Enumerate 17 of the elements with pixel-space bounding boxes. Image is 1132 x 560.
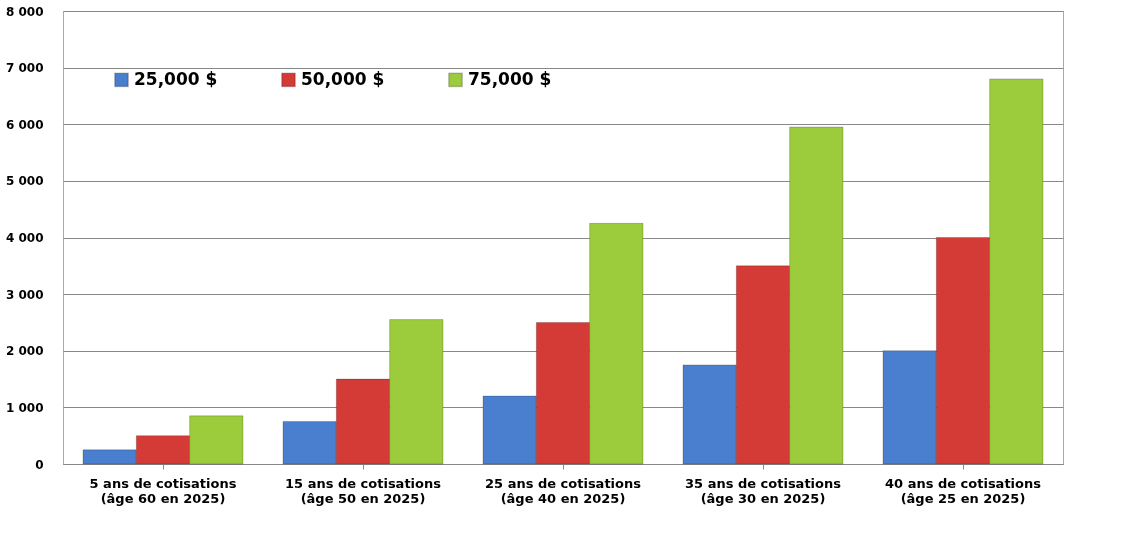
- x-tick-label: 40 ans de cotisations (âge 25 en 2025): [885, 475, 1042, 506]
- y-tick-label: 4 000: [5, 231, 44, 245]
- y-tick-label: 7 000: [5, 61, 44, 76]
- x-tick-label: 5 ans de cotisations (âge 60 en 2025): [89, 475, 237, 506]
- y-tick-label: 3 000: [5, 287, 44, 302]
- y-tick-label: 1 000: [5, 400, 44, 415]
- legend-label: 50,000 $: [301, 68, 385, 89]
- y-tick-label: 6 000: [5, 117, 44, 132]
- legend-label: 75,000 $: [468, 68, 552, 89]
- legend-label: 25,000 $: [134, 68, 218, 89]
- y-tick-label: 2 000: [5, 344, 44, 359]
- x-tick-label: 25 ans de cotisations (âge 40 en 2025): [485, 475, 642, 506]
- x-tick-label: 15 ans de cotisations (âge 50 en 2025): [285, 475, 442, 506]
- y-tick-label: 5 000: [5, 174, 44, 189]
- y-tick-label: 8 000: [5, 4, 44, 19]
- y-tick-label: 0: [35, 457, 44, 472]
- x-tick-label: 35 ans de cotisations (âge 30 en 2025): [685, 475, 842, 506]
